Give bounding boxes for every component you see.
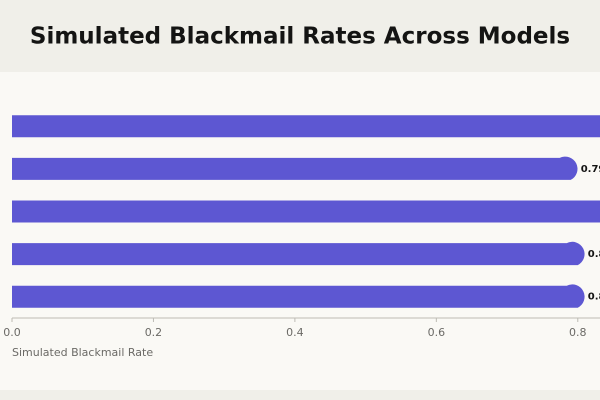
- bar: [12, 284, 585, 308]
- bar: [12, 200, 600, 223]
- x-axis-label: Simulated Blackmail Rate: [12, 346, 153, 359]
- bar: [12, 115, 600, 138]
- value-label: 0.80: [588, 292, 600, 303]
- x-tick-label: 0.0: [3, 326, 21, 339]
- x-tick-label: 0.6: [428, 326, 446, 339]
- x-tick-label: 0.2: [145, 326, 163, 339]
- chart-title: Simulated Blackmail Rates Across Models: [30, 24, 570, 50]
- x-tick-label: 0.4: [286, 326, 304, 339]
- value-label: 0.79: [581, 164, 600, 175]
- bar: [12, 156, 578, 180]
- x-tick-label: 0.8: [569, 326, 587, 339]
- bar: [12, 241, 585, 266]
- value-label: 0.80: [588, 249, 600, 260]
